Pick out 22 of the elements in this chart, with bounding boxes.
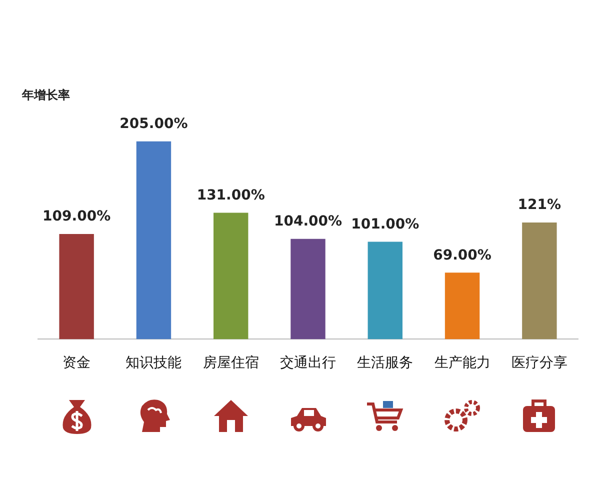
x-tick-label: 生活服务 bbox=[357, 355, 414, 372]
bar bbox=[59, 234, 94, 340]
bar bbox=[136, 141, 172, 340]
bar bbox=[290, 238, 326, 340]
y-axis-title: 年增长率 bbox=[21, 88, 70, 102]
bar bbox=[522, 222, 557, 340]
x-tick-label: 资金 bbox=[62, 355, 91, 372]
bar bbox=[368, 242, 402, 340]
x-tick-label: 医疗分享 bbox=[511, 355, 568, 372]
data-label: 101.00% bbox=[351, 216, 420, 232]
data-label: 131.00% bbox=[196, 187, 265, 204]
data-label: 69.00% bbox=[433, 247, 492, 264]
x-tick-label: 生产能力 bbox=[434, 355, 490, 372]
bar bbox=[444, 272, 480, 340]
x-tick-label: 知识技能 bbox=[126, 355, 182, 372]
data-label: 121% bbox=[518, 197, 562, 214]
x-tick-label: 房屋住宿 bbox=[202, 355, 259, 372]
data-label: 205.00% bbox=[120, 116, 188, 132]
bar bbox=[214, 212, 248, 340]
data-label: 109.00% bbox=[42, 208, 111, 225]
x-tick-label: 交通出行 bbox=[280, 355, 336, 372]
data-label: 104.00% bbox=[274, 214, 342, 230]
